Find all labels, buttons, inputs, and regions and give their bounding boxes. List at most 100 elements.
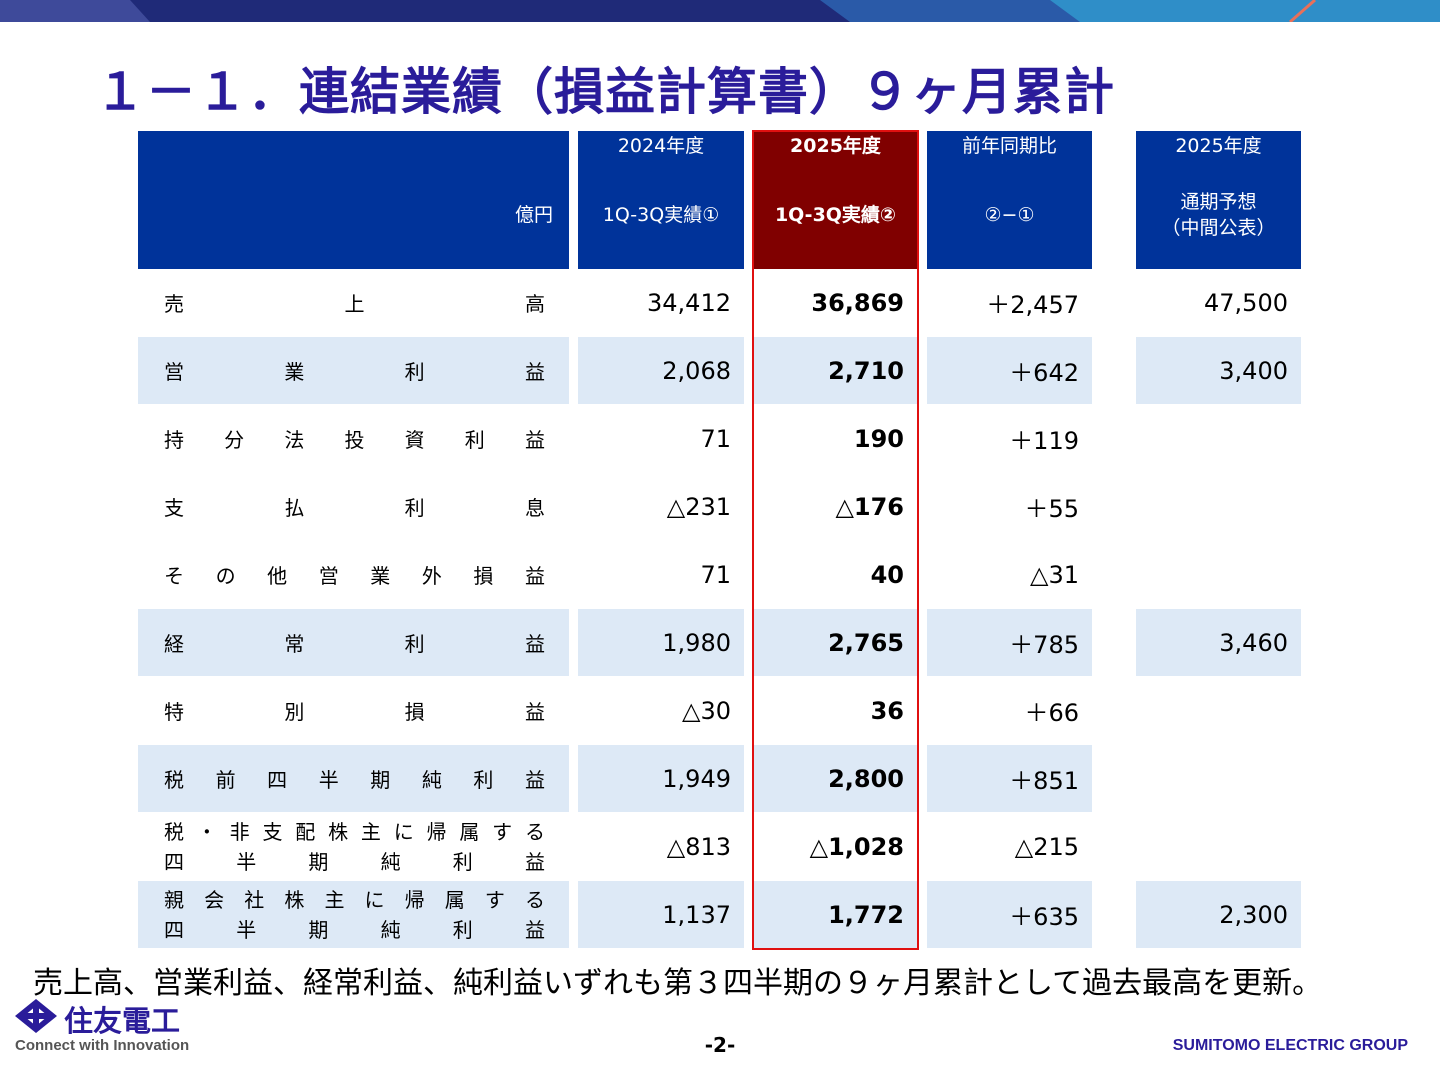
cell-v2025: 36 — [870, 696, 904, 725]
cell-forecast — [1136, 473, 1301, 540]
cell-diff: ＋642 — [927, 337, 1092, 404]
row-label: 営業利益 — [138, 337, 569, 404]
cell-v2025: 40 — [870, 560, 904, 589]
row-label-text: 持分法投資利益 — [164, 424, 545, 453]
row-label: 親会社株主に帰属する四 半 期 純 利 益 — [138, 881, 569, 948]
row-label-text: 特別損益 — [164, 696, 545, 725]
row-label-char: 利 — [404, 360, 425, 384]
row-label-char: 期 — [308, 917, 329, 942]
row-label-char: 益 — [524, 360, 545, 384]
company-name: 住友電工 — [64, 1004, 181, 1038]
row-label-char: 営 — [318, 564, 339, 588]
row-label-char: 属 — [444, 887, 465, 912]
row-label-char: 常 — [284, 632, 305, 656]
cell-v2025: △1,028 — [809, 832, 904, 861]
cell-v2025: 2,765 — [754, 609, 917, 676]
row-label-char: 期 — [308, 849, 329, 874]
row-label-char: 益 — [524, 849, 545, 874]
row-label-char: 四 — [267, 768, 288, 792]
page-number: -2- — [704, 1033, 736, 1057]
cell-forecast — [1136, 405, 1301, 472]
row-label-char: 属 — [459, 819, 480, 844]
row-label-char: 利 — [473, 768, 494, 792]
row-label: その他営業外損益 — [138, 541, 569, 608]
row-label-char: の — [215, 564, 236, 588]
row-label-char: 損 — [473, 564, 494, 588]
row-label-char: 純 — [380, 917, 401, 942]
header-yoy-change: 前年同期比 ②−① — [927, 131, 1092, 269]
row-label-char: 業 — [284, 360, 305, 384]
row-label-char: 配 — [295, 819, 316, 844]
row-label-char: 持 — [164, 428, 184, 452]
cell-forecast: 3,460 — [1136, 609, 1301, 676]
row-label-char: 半 — [236, 849, 257, 874]
row-label-char: そ — [164, 564, 184, 588]
cell-forecast — [1136, 541, 1301, 608]
cell-forecast: 2,300 — [1136, 881, 1301, 948]
cell-v2024: 71 — [700, 424, 731, 453]
row-label: 税・非支配株主に帰属する四 半 期 純 利 益 — [138, 813, 569, 880]
row-label-char: 投 — [344, 428, 365, 452]
row-label: 売上高 — [138, 269, 569, 336]
row-label-char: 払 — [284, 496, 305, 520]
row-label-char: 益 — [524, 632, 545, 656]
row-label-char: 益 — [524, 564, 545, 588]
page-title: １－１．連結業績（損益計算書）９ヶ月累計 — [95, 63, 1115, 121]
row-label-text: 税・非支配株主に帰属する — [164, 817, 545, 847]
cell-forecast — [1136, 813, 1301, 880]
row-label-char: 非 — [229, 819, 250, 844]
row-label-char: 益 — [524, 768, 545, 792]
row-label-text: 経常利益 — [164, 628, 545, 657]
cell-v2024: 71 — [700, 560, 731, 589]
cell-diff: △215 — [1014, 832, 1079, 861]
row-label-char: 半 — [236, 917, 257, 942]
row-label-char: 帰 — [426, 819, 447, 844]
row-label-text: 四半期純利益 — [164, 847, 545, 877]
row-label-char: 法 — [284, 428, 305, 452]
cell-diff: ＋2,457 — [986, 291, 1079, 319]
row-label-text: 売上高 — [164, 288, 545, 317]
row-label-char: 利 — [404, 496, 425, 520]
cell-diff: ＋851 — [927, 745, 1092, 812]
row-label-char: 株 — [328, 819, 349, 844]
cell-v2025: △176 — [835, 492, 904, 521]
header-2024-results-line2: 1Q-3Q実績① — [602, 204, 720, 226]
row-label-char: 息 — [524, 496, 545, 520]
top-banner — [0, 0, 1440, 22]
row-label-char: 営 — [164, 360, 184, 384]
row-label-char: 売 — [164, 292, 184, 316]
row-label-char: 株 — [284, 887, 305, 912]
cell-v2024: 1,949 — [578, 745, 744, 812]
row-label-char: 利 — [464, 428, 485, 452]
row-label: 支払利息 — [138, 473, 569, 540]
cell-v2025: 2,710 — [754, 337, 917, 404]
cell-diff: ＋785 — [927, 609, 1092, 676]
row-label-char: す — [484, 887, 505, 912]
header-2025-results: 2025年度 1Q-3Q実績② — [754, 131, 917, 269]
cell-forecast — [1136, 745, 1301, 812]
row-label-char: 利 — [404, 632, 425, 656]
row-label-char: 業 — [370, 564, 391, 588]
cell-diff: ＋66 — [1024, 699, 1079, 727]
row-label-char: 経 — [164, 632, 184, 656]
row-label-char: 主 — [360, 819, 381, 844]
header-unit-cell: 億円 — [138, 131, 569, 269]
row-label-char: 税 — [164, 819, 184, 844]
row-label: 特別損益 — [138, 677, 569, 744]
row-label-char: 損 — [404, 700, 425, 724]
cell-v2024: △813 — [666, 832, 731, 861]
row-label-char: 高 — [525, 292, 545, 316]
row-label: 持分法投資利益 — [138, 405, 569, 472]
cell-forecast: 47,500 — [1204, 288, 1288, 317]
header-2025-forecast: 2025年度 通期予想 （中間公表） — [1136, 131, 1301, 269]
header-2025-results-line1: 2025年度 — [790, 135, 881, 157]
header-2024-results-line1: 2024年度 — [617, 135, 705, 157]
row-label-char: 帰 — [404, 887, 425, 912]
row-label-text: 親会社株主に帰属する — [164, 885, 545, 915]
cell-v2024: △231 — [666, 492, 731, 521]
row-label-char: 外 — [421, 564, 442, 588]
header-2025-forecast-line2: 通期予想 — [1180, 191, 1257, 213]
row-label-char: 期 — [370, 768, 391, 792]
cell-v2025: 190 — [853, 424, 904, 453]
cell-diff: ＋119 — [1009, 427, 1079, 455]
